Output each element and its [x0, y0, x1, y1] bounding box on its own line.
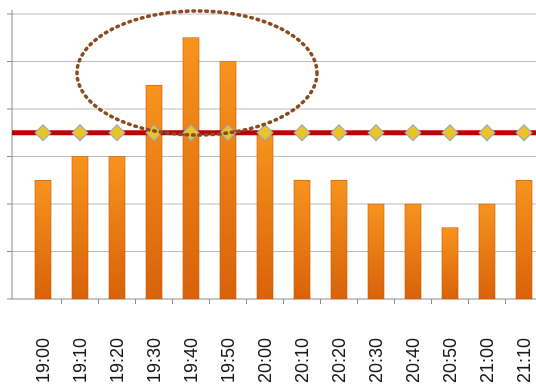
- bar-20:40: [404, 203, 422, 300]
- x-tick-label: 19:00: [33, 338, 53, 383]
- highlight-ellipse: [75, 9, 319, 137]
- x-tick-label: 19:20: [107, 338, 127, 383]
- x-tick-label: 20:20: [329, 338, 349, 383]
- x-tick-label: 20:50: [440, 338, 460, 383]
- line-marker-19:10: [71, 124, 89, 142]
- bar-21:00: [478, 203, 496, 300]
- line-marker-19:00: [34, 124, 52, 142]
- bar-20:10: [293, 179, 311, 300]
- line-marker-20:30: [367, 124, 385, 142]
- bar-19:00: [34, 179, 52, 300]
- line-marker-20:00: [256, 124, 274, 142]
- bar-series: [34, 37, 533, 300]
- line-marker-20:10: [293, 124, 311, 142]
- line-marker-19:40: [182, 124, 200, 142]
- bar-20:00: [256, 132, 274, 300]
- bar-19:30: [145, 84, 163, 300]
- bar-19:40: [182, 37, 200, 300]
- x-tick-label: 21:10: [514, 338, 534, 383]
- x-tick-label: 20:40: [403, 338, 423, 383]
- bar-19:10: [71, 156, 89, 300]
- annotation: [75, 9, 319, 137]
- x-tick-label: 20:30: [366, 338, 386, 383]
- line-marker-19:20: [108, 124, 126, 142]
- x-tick-labels: 19:00 19:10 19:20 19:30 19:40 19:50 20:00 20:10…: [33, 338, 534, 383]
- x-tick-label: 19:10: [70, 338, 90, 383]
- x-tick-label: 21:00: [477, 338, 497, 383]
- x-tick-label: 20:10: [292, 338, 312, 383]
- line-marker-20:50: [441, 124, 459, 142]
- bar-20:20: [330, 179, 348, 300]
- bar-20:50: [441, 227, 459, 300]
- line-marker-20:40: [404, 124, 422, 142]
- bar-19:50: [219, 61, 237, 300]
- line-marker-21:00: [478, 124, 496, 142]
- x-tick-label: 19:30: [144, 338, 164, 383]
- bar-20:30: [367, 203, 385, 300]
- bar-21:10: [515, 179, 533, 300]
- x-tick-label: 20:00: [255, 338, 275, 383]
- line-marker-20:20: [330, 124, 348, 142]
- line-series: [12, 124, 536, 142]
- x-tick-label: 19:40: [181, 338, 201, 383]
- x-tick-label: 19:50: [218, 338, 238, 383]
- bar-19:20: [108, 156, 126, 300]
- line-marker-21:10: [515, 124, 533, 142]
